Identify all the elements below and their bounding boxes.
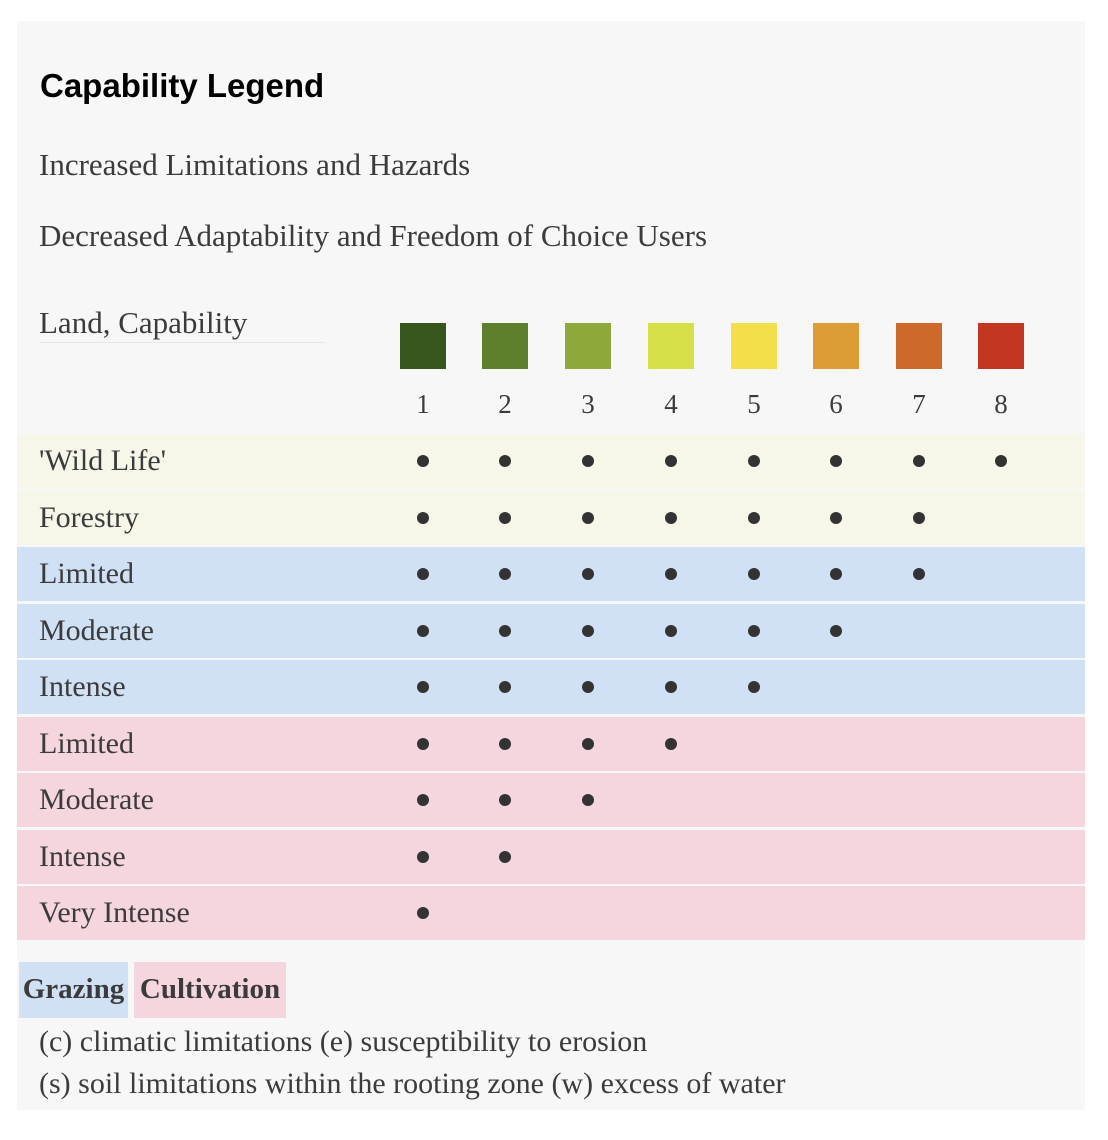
class-dot — [417, 455, 429, 467]
capability-row: 'Wild Life' — [17, 434, 1085, 488]
capability-row: Intense — [17, 660, 1085, 714]
land-capability-label: Land, Capability — [39, 305, 248, 340]
note-line-1: (c) climatic limitations (e) susceptibil… — [39, 1025, 648, 1058]
row-label: Moderate — [39, 783, 154, 816]
class-dot — [417, 851, 429, 863]
class-7-number: 7 — [912, 389, 926, 419]
class-dot — [748, 681, 760, 693]
class-dot — [665, 738, 677, 750]
class-dot — [665, 455, 677, 467]
class-dot — [582, 568, 594, 580]
capability-row: Limited — [17, 717, 1085, 771]
class-dot — [417, 907, 429, 919]
class-dot — [499, 512, 511, 524]
row-label: Limited — [39, 557, 134, 590]
land-capability-underline — [39, 342, 325, 343]
class-dot — [417, 568, 429, 580]
legend-grazing-label: Grazing — [22, 973, 125, 1005]
row-label: Forestry — [39, 501, 139, 534]
class-dot — [913, 512, 925, 524]
class-dot — [913, 568, 925, 580]
class-dot — [748, 512, 760, 524]
class-3-number: 3 — [581, 389, 595, 419]
capability-row: Moderate — [17, 773, 1085, 827]
class-dot — [582, 455, 594, 467]
class-dot — [830, 568, 842, 580]
class-dot — [417, 794, 429, 806]
class-dot — [499, 794, 511, 806]
class-dot — [417, 512, 429, 524]
row-label: 'Wild Life' — [39, 444, 167, 477]
class-dot — [748, 455, 760, 467]
class-dot — [499, 455, 511, 467]
class-4-number: 4 — [664, 389, 678, 419]
class-6-number: 6 — [829, 389, 843, 419]
class-1-swatch — [400, 323, 446, 369]
capability-row: Moderate — [17, 604, 1085, 658]
subtitle-limitations: Increased Limitations and Hazards — [39, 147, 471, 182]
legend-cultivation-label: Cultivation — [139, 973, 281, 1005]
class-dot — [582, 681, 594, 693]
class-dot — [748, 568, 760, 580]
legend-title: Capability Legend — [40, 67, 325, 104]
legend-cultivation-box: Cultivation — [134, 962, 286, 1018]
class-dot — [417, 738, 429, 750]
class-2-swatch — [482, 323, 528, 369]
class-8-swatch — [978, 323, 1024, 369]
capability-row: Intense — [17, 830, 1085, 884]
row-label: Limited — [39, 727, 134, 760]
class-8-number: 8 — [994, 389, 1008, 419]
class-dot — [665, 625, 677, 637]
class-7-swatch — [896, 323, 942, 369]
class-3-swatch — [565, 323, 611, 369]
class-dot — [995, 455, 1007, 467]
class-dot — [913, 455, 925, 467]
class-dot — [830, 625, 842, 637]
class-dot — [582, 512, 594, 524]
class-dot — [499, 568, 511, 580]
class-dot — [417, 625, 429, 637]
class-dot — [499, 625, 511, 637]
class-dot — [830, 455, 842, 467]
row-label: Moderate — [39, 614, 154, 647]
row-label: Very Intense — [39, 896, 190, 929]
class-dot — [499, 681, 511, 693]
row-label: Intense — [39, 840, 126, 873]
class-4-swatch — [648, 323, 694, 369]
legend-grazing-box: Grazing — [19, 962, 128, 1018]
class-dot — [830, 512, 842, 524]
capability-row: Limited — [17, 547, 1085, 601]
class-5-swatch — [731, 323, 777, 369]
class-dot — [417, 681, 429, 693]
class-dot — [499, 851, 511, 863]
class-dot — [748, 625, 760, 637]
class-1-number: 1 — [416, 389, 430, 419]
class-2-number: 2 — [498, 389, 512, 419]
class-dot — [582, 625, 594, 637]
class-dot — [582, 794, 594, 806]
subtitle-adaptability: Decreased Adaptability and Freedom of Ch… — [39, 218, 708, 253]
class-5-number: 5 — [747, 389, 761, 419]
capability-row: Forestry — [17, 491, 1085, 545]
note-line-2: (s) soil limitations within the rooting … — [39, 1067, 786, 1100]
class-dot — [582, 738, 594, 750]
class-dot — [665, 681, 677, 693]
class-6-swatch — [813, 323, 859, 369]
class-dot — [499, 738, 511, 750]
class-dot — [665, 568, 677, 580]
capability-row: Very Intense — [17, 886, 1085, 940]
row-label: Intense — [39, 670, 126, 703]
class-dot — [665, 512, 677, 524]
